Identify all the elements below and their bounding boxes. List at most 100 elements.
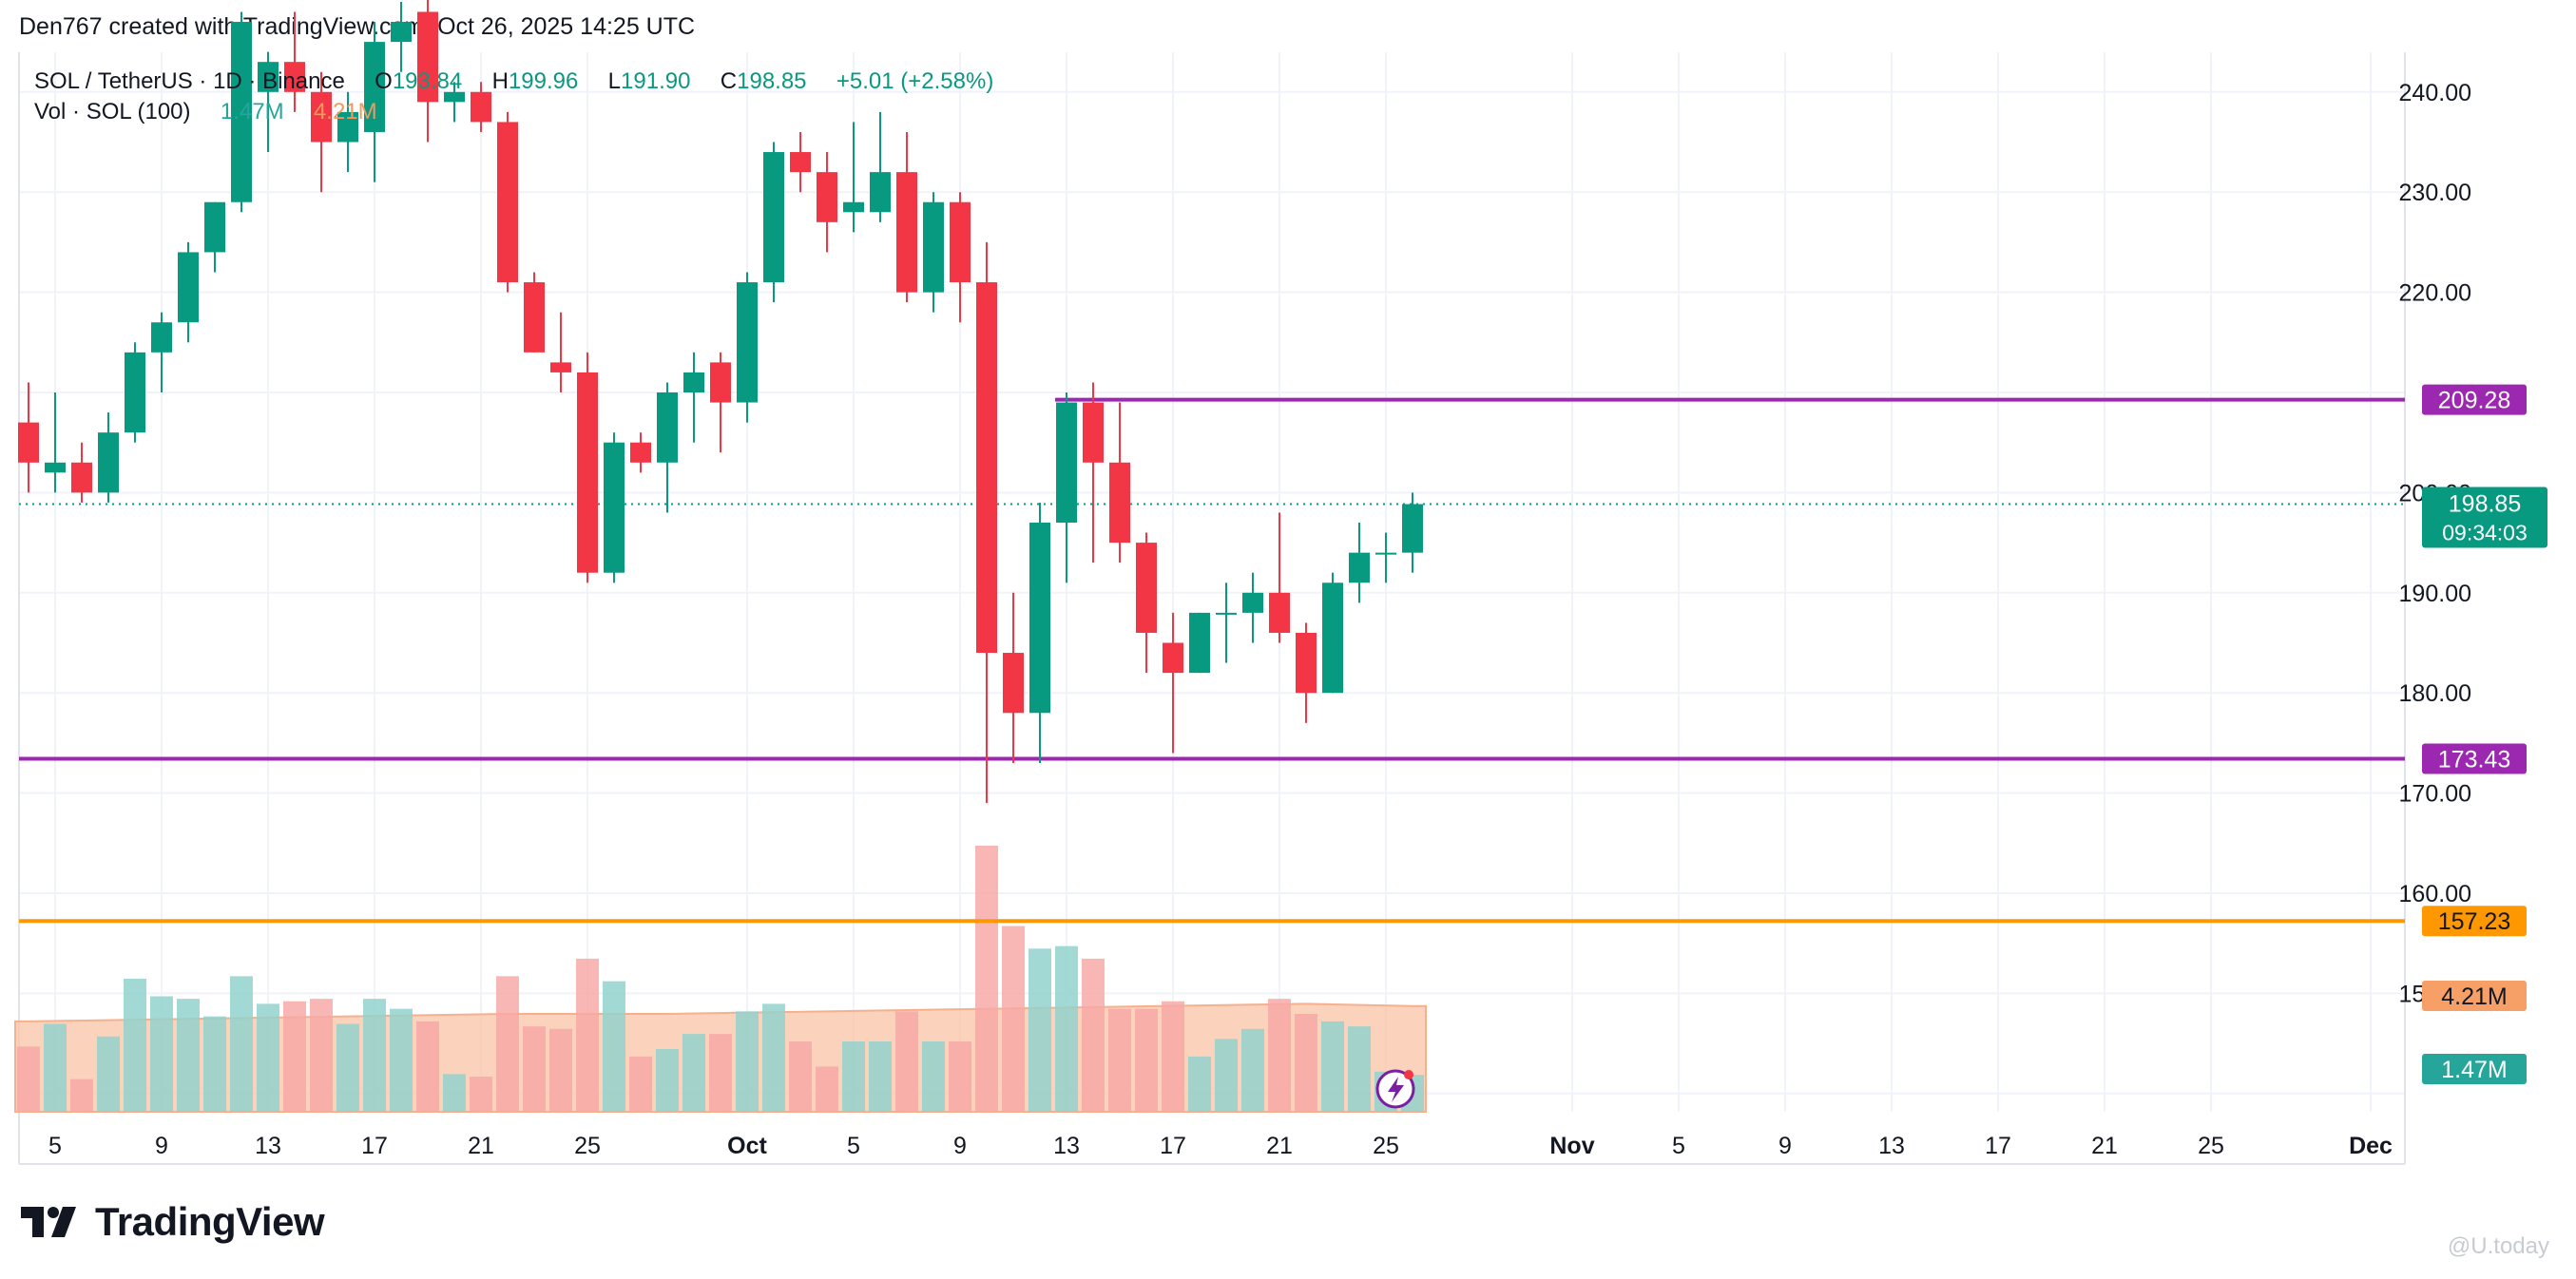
- time-axis-label: Nov: [1549, 1133, 1594, 1159]
- time-axis-label: Dec: [2349, 1133, 2393, 1159]
- candle-body[interactable]: [870, 172, 891, 213]
- candle-body[interactable]: [444, 91, 465, 103]
- last-price-tag-bg: [2422, 487, 2547, 548]
- candle-body[interactable]: [524, 282, 545, 353]
- candle-body[interactable]: [577, 372, 598, 573]
- volume-bar: [576, 958, 599, 1112]
- candle-body[interactable]: [125, 352, 145, 433]
- candle-body[interactable]: [471, 91, 491, 123]
- candle-body[interactable]: [1349, 552, 1370, 583]
- candle-body[interactable]: [1083, 402, 1104, 463]
- candle-body[interactable]: [204, 201, 225, 253]
- volume-bar: [70, 1079, 93, 1112]
- candle-body[interactable]: [683, 372, 704, 392]
- candle-body[interactable]: [1296, 632, 1317, 694]
- candle-body[interactable]: [976, 282, 997, 654]
- candle-body[interactable]: [1056, 402, 1077, 524]
- symbol-label[interactable]: SOL / TetherUS · 1D · Binance: [34, 68, 345, 94]
- candle-body[interactable]: [1109, 462, 1130, 544]
- candle-body[interactable]: [790, 152, 811, 173]
- volume-bar: [124, 979, 146, 1112]
- volume-bar: [1028, 948, 1051, 1112]
- change-value: +5.01 (+2.58%): [836, 68, 994, 94]
- last-price-value: 198.85: [2449, 491, 2521, 518]
- candle-body[interactable]: [1216, 612, 1237, 615]
- candle-body[interactable]: [896, 172, 917, 293]
- candle-body[interactable]: [843, 201, 864, 213]
- candle-body[interactable]: [1269, 592, 1290, 633]
- volume-bar: [1215, 1039, 1238, 1112]
- price-axis-label: 170.00: [2399, 781, 2471, 808]
- time-axis-label: 9: [953, 1133, 967, 1159]
- brand-name: TradingView: [95, 1199, 325, 1244]
- time-axis-label: 17: [1160, 1133, 1186, 1159]
- grid-lines: [18, 52, 2406, 1165]
- candle-body[interactable]: [284, 62, 305, 92]
- candle-body[interactable]: [258, 62, 279, 92]
- candle-body[interactable]: [337, 111, 358, 143]
- candle-body[interactable]: [710, 362, 731, 403]
- volume-bar: [390, 1008, 413, 1112]
- candle-body[interactable]: [923, 201, 944, 293]
- time-axis-label: 9: [1778, 1133, 1792, 1159]
- candle-body[interactable]: [950, 201, 971, 283]
- candle-body[interactable]: [657, 392, 678, 463]
- candle-body[interactable]: [18, 422, 39, 463]
- candle-body[interactable]: [763, 152, 784, 283]
- volume-bar: [1082, 958, 1105, 1112]
- candle-body[interactable]: [71, 462, 92, 493]
- candle-body[interactable]: [1029, 523, 1050, 714]
- time-axis-label: 21: [1266, 1133, 1293, 1159]
- tv-logo-icon: [21, 1207, 76, 1237]
- candle-body[interactable]: [497, 122, 518, 283]
- candle-body[interactable]: [1003, 653, 1024, 714]
- candle-body[interactable]: [1189, 612, 1210, 674]
- price-axis-label: 230.00: [2399, 180, 2471, 206]
- close-label: C: [720, 68, 738, 94]
- candle-body[interactable]: [1136, 543, 1157, 633]
- price-axis-label: 190.00: [2399, 581, 2471, 607]
- candle-body[interactable]: [311, 91, 332, 143]
- volume-bar: [496, 976, 519, 1112]
- bolt-icon[interactable]: [1375, 1069, 1415, 1109]
- volume-bar: [603, 981, 625, 1112]
- candle-body[interactable]: [45, 462, 66, 473]
- time-axis-label: 17: [1985, 1133, 2011, 1159]
- volume-indicator-label[interactable]: Vol · SOL (100): [34, 99, 191, 124]
- candle-body[interactable]: [417, 11, 438, 103]
- tradingview-logo: TradingView: [21, 1199, 325, 1245]
- volume-last-tag: 1.47M: [2441, 1057, 2507, 1083]
- candle-body[interactable]: [364, 42, 385, 132]
- candle-body[interactable]: [817, 172, 837, 222]
- volume-bar: [177, 999, 200, 1112]
- candle-body[interactable]: [550, 362, 571, 372]
- candle-body[interactable]: [1242, 592, 1263, 613]
- level-price-tag-bg: [2422, 743, 2527, 774]
- candle-body[interactable]: [391, 22, 412, 43]
- candle-body[interactable]: [178, 252, 199, 323]
- candle-body[interactable]: [231, 22, 252, 202]
- candle-body[interactable]: [1375, 552, 1396, 555]
- candle-body[interactable]: [1322, 582, 1343, 694]
- bar-countdown: 09:34:03: [2442, 521, 2528, 545]
- candle-body[interactable]: [1402, 504, 1423, 553]
- candle-body[interactable]: [630, 442, 651, 463]
- level-price-tag: 209.28: [2438, 388, 2510, 414]
- time-axis[interactable]: 5 9 13 17 21 25 Oct 5 9 13 17 21 25 Nov 5 9 13 17 21 25 Dec: [48, 1133, 2393, 1159]
- candle-body[interactable]: [98, 432, 119, 493]
- candle-body[interactable]: [1163, 642, 1183, 674]
- volume-bar: [842, 1041, 865, 1112]
- time-axis-label: 25: [2198, 1133, 2224, 1159]
- volume-bar: [523, 1026, 546, 1112]
- candle-body[interactable]: [604, 442, 625, 573]
- time-axis-label: 13: [255, 1133, 281, 1159]
- candle-body[interactable]: [737, 282, 758, 403]
- volume-bar: [470, 1077, 492, 1112]
- candle-body[interactable]: [151, 322, 172, 353]
- candlesticks[interactable]: [18, 0, 1423, 804]
- horizontal-levels[interactable]: [19, 397, 2405, 924]
- volume-bar: [1295, 1013, 1317, 1112]
- volume-bar: [363, 999, 386, 1112]
- volume-bar: [1002, 926, 1025, 1112]
